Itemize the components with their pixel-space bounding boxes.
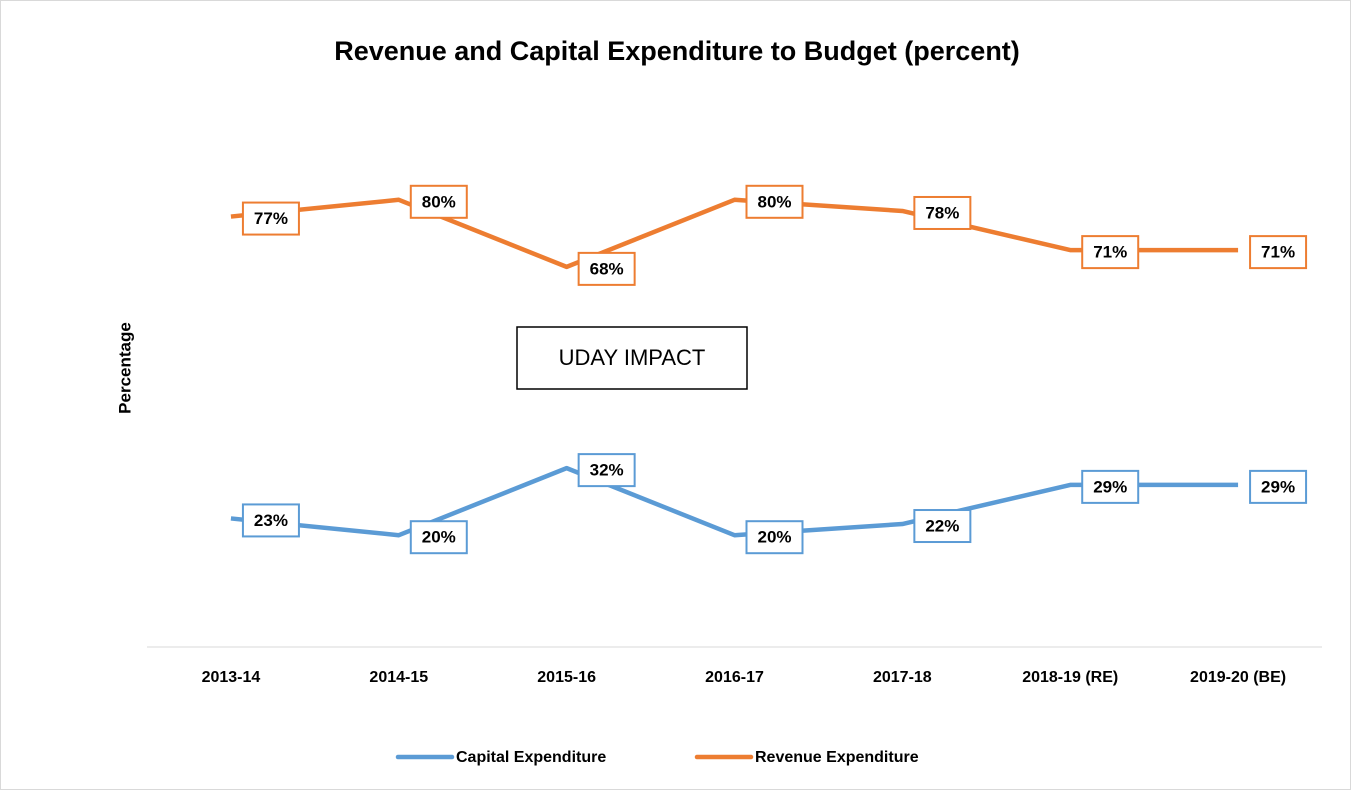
data-label: 68%: [590, 259, 624, 278]
data-label-box: [241, 201, 300, 236]
data-label: 22%: [925, 517, 959, 536]
data-label-box: [1249, 235, 1308, 270]
chart-title: Revenue and Capital Expenditure to Budge…: [334, 36, 1020, 66]
data-label-box: [241, 503, 300, 538]
data-label: 29%: [1093, 477, 1127, 496]
annotation: UDAY IMPACT: [559, 345, 706, 370]
data-label: 80%: [422, 192, 456, 211]
data-label-box: [745, 184, 804, 219]
y-axis-label: Percentage: [115, 322, 134, 414]
legend-label: Capital Expenditure: [456, 749, 606, 766]
legend-label: Revenue Expenditure: [755, 749, 919, 766]
data-label: 23%: [254, 511, 288, 530]
data-label-box: [1081, 235, 1140, 270]
data-label-box: [1081, 469, 1140, 504]
data-label: 80%: [757, 192, 791, 211]
x-tick-label: 2017-18: [873, 669, 932, 686]
data-label: 32%: [590, 461, 624, 480]
data-label-box: [913, 195, 972, 230]
data-label: 78%: [925, 203, 959, 222]
x-tick-label: 2018-19 (RE): [1022, 669, 1118, 686]
data-label-box: [913, 509, 972, 544]
data-label: 20%: [757, 528, 791, 547]
annotation-box: [516, 326, 748, 390]
data-label: 20%: [422, 528, 456, 547]
x-tick-label: 2019-20 (BE): [1190, 669, 1286, 686]
line-series: [230, 465, 1239, 538]
x-tick-label: 2016-17: [705, 669, 764, 686]
line-series: [230, 197, 1239, 270]
data-label: 29%: [1261, 477, 1295, 496]
data-label-box: [577, 251, 636, 286]
data-label: 77%: [254, 209, 288, 228]
data-label-box: [409, 520, 468, 555]
data-label-box: [409, 184, 468, 219]
x-tick-label: 2015-16: [537, 669, 596, 686]
data-label-box: [745, 520, 804, 555]
data-label: 71%: [1093, 243, 1127, 262]
x-tick-label: 2014-15: [369, 669, 428, 686]
x-tick-label: 2013-14: [202, 669, 261, 686]
data-label-box: [577, 453, 636, 488]
data-label: 71%: [1261, 243, 1295, 262]
data-label-box: [1249, 469, 1308, 504]
